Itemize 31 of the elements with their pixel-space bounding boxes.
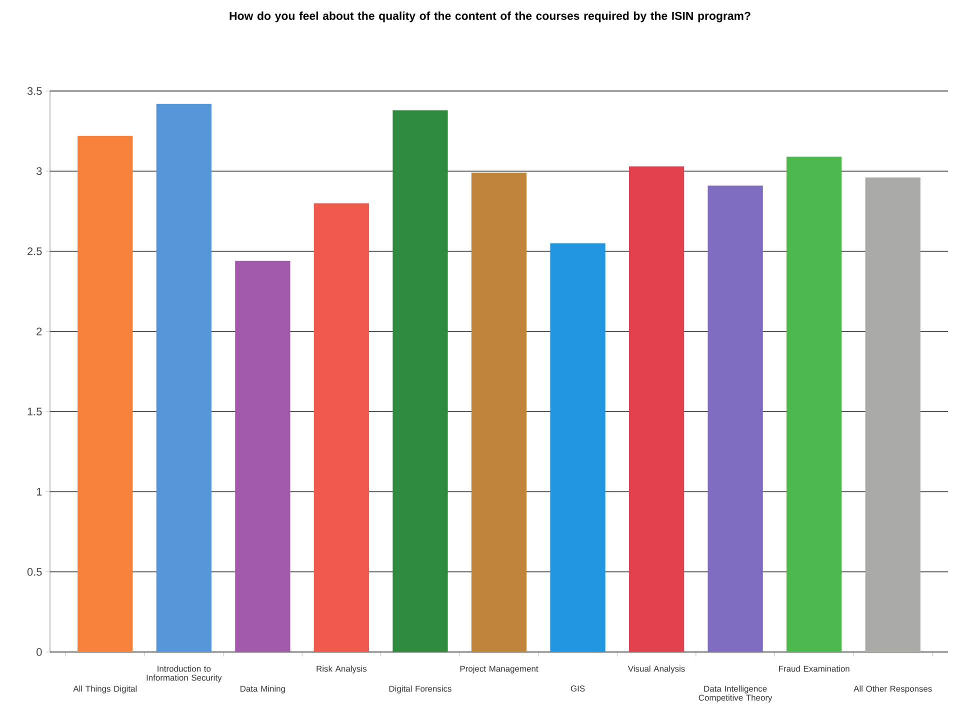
bar [550, 243, 606, 652]
chart-title: How do you feel about the quality of the content of the courses required by the ISIN program? [230, 12, 750, 22]
bar [628, 166, 684, 652]
bar [708, 186, 763, 652]
x-tick-label: All Other Responses [854, 686, 932, 694]
y-tick-label: 1 [36, 488, 42, 496]
x-tick-label: Data Intelligence Competitive Theory [698, 686, 772, 702]
bar [78, 136, 133, 652]
y-tick-label: 1.5 [28, 408, 42, 416]
x-tick-label: Digital Forensics [389, 686, 452, 694]
y-tick-label: 0.5 [27, 568, 42, 576]
y-tick-label: 2 [36, 328, 42, 336]
x-tick-label: Visual Analysis [628, 666, 685, 674]
x-tick-label: Introduction to Information Security [146, 666, 222, 682]
bar [865, 178, 920, 652]
x-tick-label: Data Mining [240, 686, 285, 694]
bar [786, 156, 842, 652]
x-tick-label: GIS [570, 686, 585, 692]
x-tick-label: Fraud Examination [779, 666, 850, 672]
y-tick-label: 2.5 [28, 247, 42, 256]
bar [471, 172, 527, 652]
bar [235, 260, 290, 652]
bar [314, 203, 370, 652]
x-tick-label: Project Management [460, 666, 538, 674]
y-tick-label: 0 [36, 648, 42, 656]
y-tick-label: 3.5 [27, 87, 42, 95]
x-tick-label: Risk Analysis [316, 666, 367, 674]
bar [392, 110, 448, 652]
bar [156, 104, 212, 652]
x-tick-label: All Things Digital [73, 686, 137, 694]
y-tick-label: 3 [36, 167, 42, 176]
